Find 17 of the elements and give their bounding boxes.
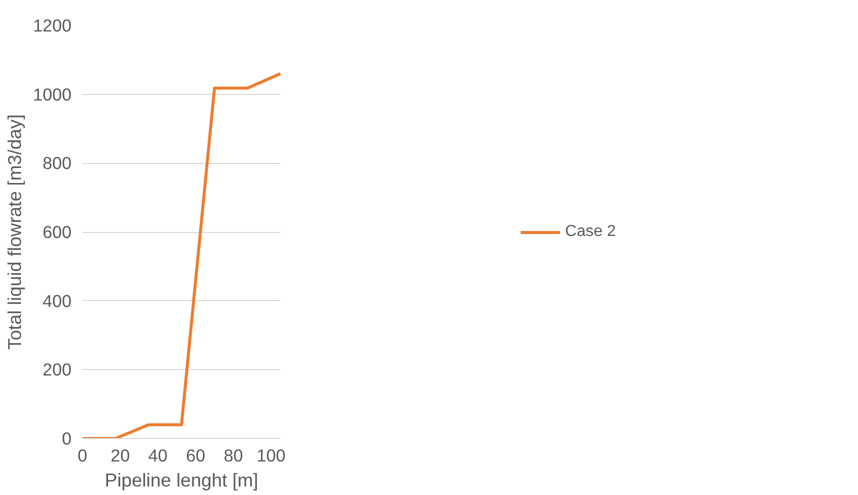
x-tick-label: 60 bbox=[186, 446, 206, 466]
y-tick-label: 800 bbox=[42, 153, 72, 174]
y-tick-label: 1000 bbox=[32, 84, 72, 104]
y-tick-label: 400 bbox=[42, 290, 72, 311]
x-tick-label: 20 bbox=[110, 446, 130, 466]
x-axis-title: Pipeline lenght [m] bbox=[104, 470, 258, 490]
x-tick-label: 80 bbox=[224, 446, 243, 466]
line-series bbox=[82, 72, 280, 438]
y-tick-label: 600 bbox=[42, 222, 72, 242]
legend-label: Case 2 bbox=[565, 222, 616, 240]
y-tick-label: 1200 bbox=[32, 16, 72, 36]
x-tick-label: 40 bbox=[148, 446, 168, 466]
y-tick-label: 0 bbox=[62, 428, 72, 448]
x-tick-label: 100 bbox=[256, 446, 286, 466]
y-tick-label: 200 bbox=[42, 360, 72, 380]
y-axis-title: Total liquid flowrate [m3/day] bbox=[4, 114, 25, 350]
x-tick-label: 0 bbox=[78, 446, 88, 466]
